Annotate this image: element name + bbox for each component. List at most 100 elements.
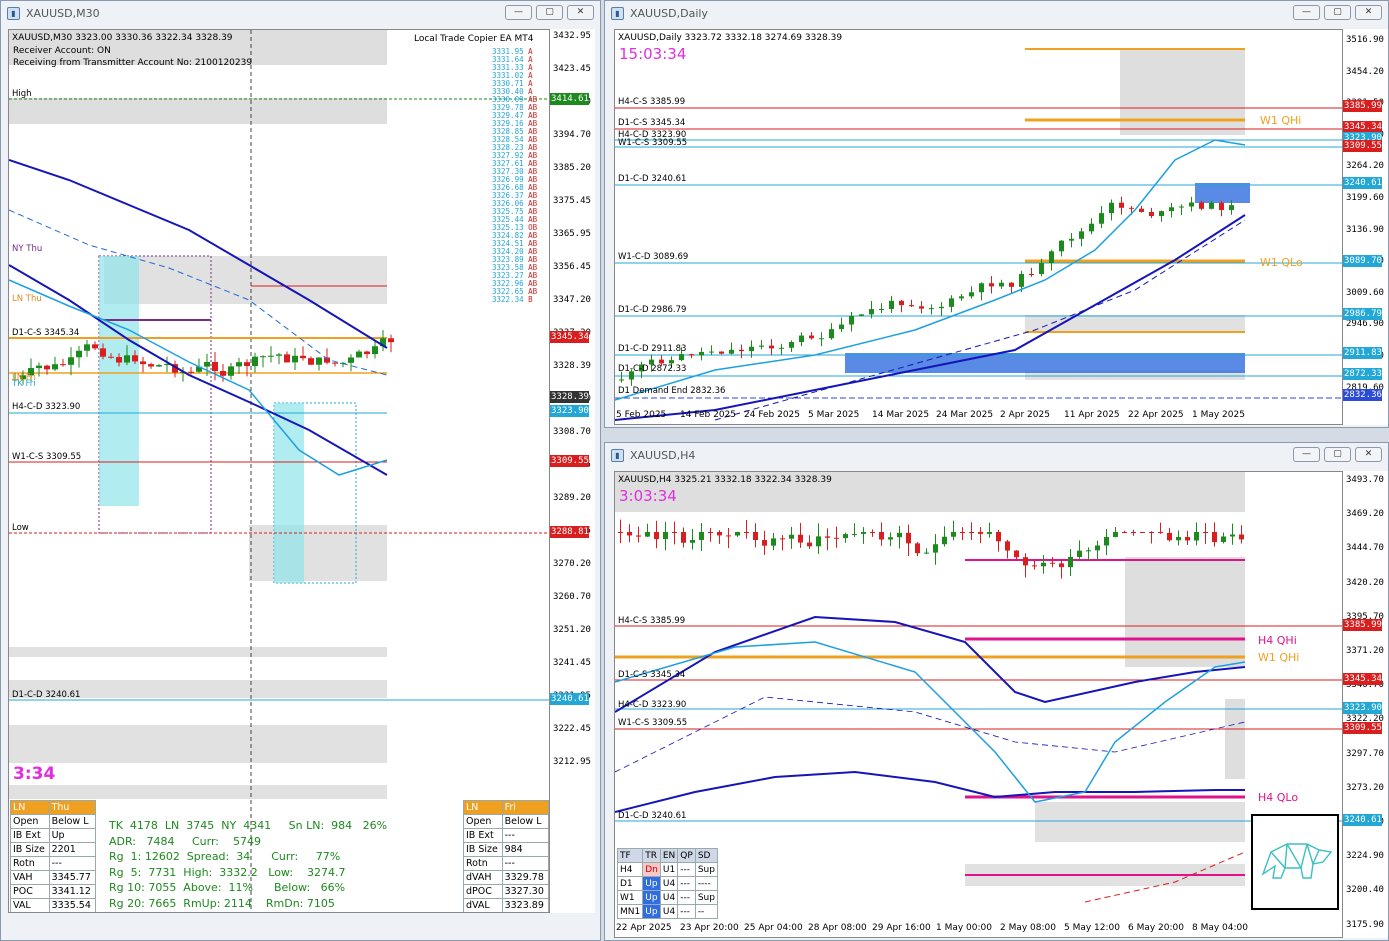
close-button[interactable]: ✕ — [567, 5, 594, 20]
zone-box — [615, 472, 1245, 512]
h4-price-axis[interactable]: 3493.70 3469.20 3444.70 3420.20 3395.70 3371.… — [1343, 471, 1388, 938]
table-row: Rotn --- — [463, 856, 549, 871]
candle-body — [999, 282, 1004, 287]
price-tick-label: 3222.45 — [553, 724, 591, 734]
price-tag: 3240.61 — [1343, 177, 1382, 189]
price-tick-label: 3009.60 — [1346, 287, 1384, 298]
chart-header: XAUUSD,M30 3323.00 3330.36 3322.34 3328.… — [12, 33, 233, 43]
m30-chart-area[interactable]: XAUUSD,M30 3323.00 3330.36 3322.34 3328.… — [8, 29, 550, 913]
price-tag: 2872.33 — [1343, 368, 1382, 380]
candle-body — [870, 532, 875, 533]
table-cell: VAL — [10, 898, 50, 912]
candle-body — [308, 358, 314, 365]
candle-body — [356, 351, 362, 358]
table-cell: --- — [501, 828, 549, 843]
ladder-row: 3328.23 AB — [492, 143, 538, 152]
header-cell: LN — [10, 800, 50, 815]
window-titlebar[interactable]: ▮ XAUUSD,Daily — ▢ ✕ — [605, 1, 1388, 25]
zone-box — [1025, 315, 1245, 333]
m30-price-axis[interactable]: 3432.953423.453404.203394.703385.203375.… — [550, 29, 595, 913]
ladder-row: 3323.27 AB — [492, 271, 538, 280]
candle-body — [619, 379, 624, 381]
close-button[interactable]: ✕ — [1355, 5, 1382, 20]
minimize-button[interactable]: — — [1293, 5, 1320, 20]
table-cell: Up — [642, 876, 661, 891]
table-cell: U1 — [659, 862, 679, 877]
candle-body — [228, 366, 234, 376]
level-label: H4-C-D 3323.90 — [618, 700, 687, 710]
window-titlebar[interactable]: ▮ XAUUSD,H4 — ▢ ✕ — [605, 443, 1388, 467]
ladder-row: 3331.02 A — [492, 71, 533, 80]
zone-box — [1225, 699, 1245, 779]
ladder-row: 3326.68 AB — [492, 183, 538, 192]
window-titlebar[interactable]: ▮ XAUUSD,M30 — ▢ ✕ — [1, 1, 600, 25]
window-h4[interactable]: ▮ XAUUSD,H4 — ▢ ✕ XAUUSD,H4 3325.21 3332.1… — [604, 442, 1389, 941]
maximize-button[interactable]: ▢ — [536, 5, 563, 20]
candle-body — [84, 344, 90, 351]
candle-body — [753, 532, 758, 541]
table-row: Open Below L — [463, 814, 549, 829]
candle-body — [636, 535, 641, 537]
candle-body — [1176, 537, 1181, 541]
time-axis-label: 11 Apr 2025 — [1064, 410, 1120, 420]
candle-body — [1185, 537, 1190, 541]
candle-body — [759, 345, 764, 347]
table-cell: MN1 — [616, 904, 644, 919]
bear-logo-icon — [1251, 814, 1339, 910]
window-m30[interactable]: ▮ XAUUSD,M30 — ▢ ✕ XAUUSD,M30 3323.00 3330… — [0, 0, 601, 941]
maximize-button[interactable]: ▢ — [1324, 447, 1351, 462]
table-cell: 2201 — [48, 842, 97, 857]
polyline — [615, 615, 1246, 713]
price-tag: 3323.90 — [550, 405, 589, 417]
table-row: W1 Up U4 --- Sup — [616, 890, 718, 905]
candle-body — [915, 543, 920, 554]
minimize-button[interactable]: — — [1293, 447, 1320, 462]
price-tick-label: 3516.90 — [1346, 35, 1384, 45]
price-tick-label: 3212.95 — [553, 757, 591, 767]
candle-body — [164, 364, 170, 366]
time-axis-label: 8 May 04:00 — [1192, 923, 1248, 933]
chart-window-icon: ▮ — [7, 6, 20, 20]
candle-body — [979, 283, 984, 293]
table-header: LN Thu — [10, 800, 97, 815]
price-tick-label: 3444.70 — [1346, 543, 1384, 554]
time-axis-label: 24 Feb 2025 — [744, 410, 801, 420]
zone-box — [9, 725, 387, 763]
candle-body — [300, 355, 306, 359]
close-button[interactable]: ✕ — [1355, 447, 1382, 462]
bar-countdown: 3:03:34 — [619, 487, 677, 505]
h4-chart-area[interactable]: XAUUSD,H4 3325.21 3332.18 3322.34 3328.3… — [614, 471, 1343, 938]
candle-body — [762, 540, 767, 546]
candle-body — [689, 354, 694, 356]
daily-price-axis[interactable]: 3516.903454.203391.503328.803264.203199.… — [1343, 29, 1388, 425]
ladder-row: 3325.44 AB — [492, 215, 538, 224]
candle-body — [949, 298, 954, 307]
candle-body — [879, 309, 884, 311]
minimize-button[interactable]: — — [505, 5, 532, 20]
candle-body — [172, 364, 178, 373]
daily-chart-area[interactable]: XAUUSD,Daily 3323.72 3332.18 3274.69 332… — [614, 29, 1343, 425]
level-label: D1-C-D 2872.33 — [618, 364, 687, 374]
price-tick-label: 3347.20 — [553, 295, 591, 305]
polyline — [615, 770, 1245, 813]
window-daily[interactable]: ▮ XAUUSD,Daily — ▢ ✕ XAUUSD,Daily 3323.72 … — [604, 0, 1389, 428]
candle-body — [212, 361, 218, 372]
bar-countdown: 15:03:34 — [619, 45, 687, 63]
price-tag: 3323.90 — [1343, 702, 1382, 714]
candle-body — [1179, 206, 1184, 208]
table-cell: Open — [463, 814, 503, 829]
ea-status: Local Trade Copier EA MT4 — [414, 34, 534, 44]
price-tag: 3414.61 — [550, 93, 589, 105]
price-tick-label: 3394.70 — [553, 130, 591, 140]
time-axis-label: 29 Apr 16:00 — [872, 923, 931, 933]
ladder-row: 3329.16 AB — [492, 119, 538, 128]
table-cell: dVAH — [463, 870, 503, 885]
price-tick-label: 3328.39 — [553, 361, 591, 371]
time-axis-label: 5 May 12:00 — [1064, 923, 1120, 933]
maximize-button[interactable]: ▢ — [1324, 5, 1351, 20]
time-axis-label: 6 May 20:00 — [1128, 923, 1184, 933]
zone-box — [249, 525, 387, 581]
candle-body — [1014, 550, 1019, 558]
candle-body — [1069, 238, 1074, 241]
candle-body — [1239, 534, 1244, 540]
